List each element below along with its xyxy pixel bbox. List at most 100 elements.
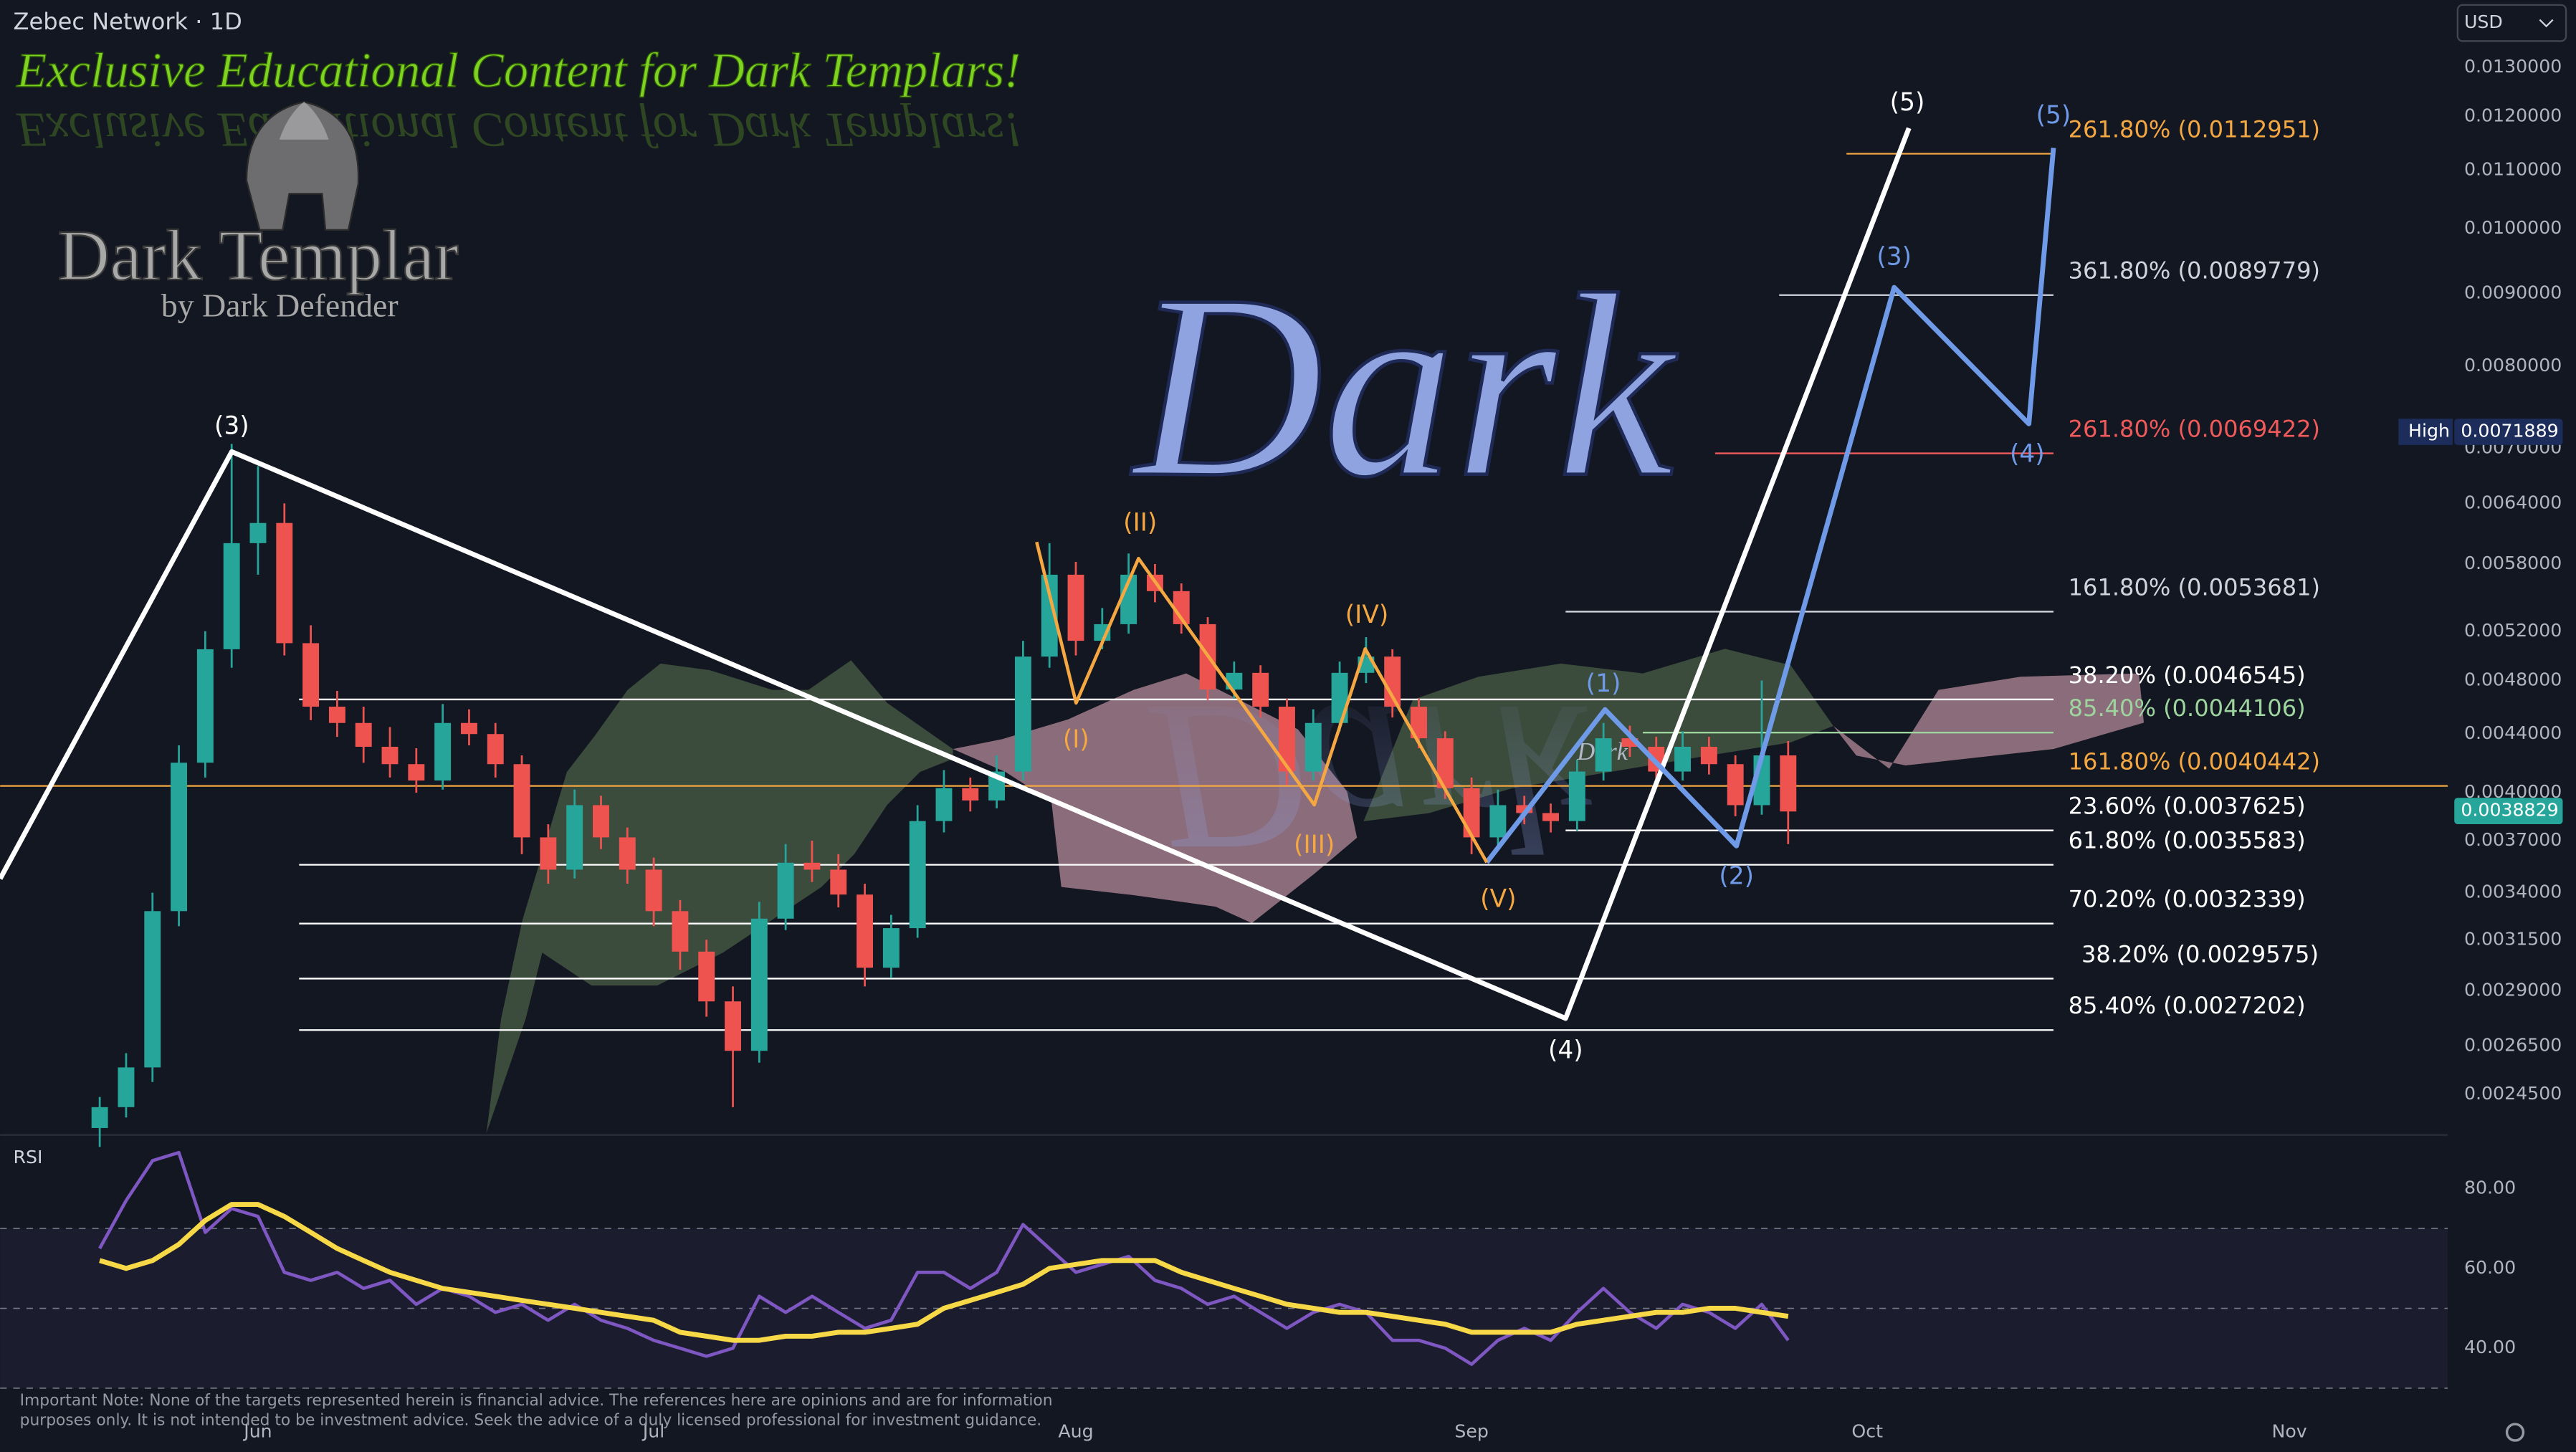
candle-body — [1568, 771, 1585, 821]
fib-label: 161.80% (0.0053681) — [2069, 573, 2320, 601]
fib-label: 85.40% (0.0027202) — [2069, 992, 2306, 1019]
candle-body — [223, 543, 240, 649]
candle-body — [619, 837, 636, 870]
candle-body — [144, 911, 161, 1068]
cloud-green — [486, 660, 953, 1134]
candle-body — [302, 643, 320, 707]
candle-body — [857, 894, 874, 968]
fib-label: 261.80% (0.0069422) — [2069, 415, 2320, 442]
currency-button[interactable] — [2456, 4, 2567, 42]
rsi-tick-label: 80.00 — [2464, 1177, 2516, 1198]
candle-body — [1384, 656, 1401, 707]
candle-body — [328, 707, 345, 723]
wave-label: (V) — [1480, 884, 1516, 913]
tag-value-box — [2454, 798, 2563, 824]
y-tick-label: 0.0052000 — [2464, 620, 2562, 641]
settings-icon[interactable] — [2505, 1423, 2525, 1442]
y-tick-label: 0.0037000 — [2464, 829, 2562, 850]
fib-label: 85.40% (0.0044106) — [2069, 694, 2306, 722]
wave-label: (1) — [1586, 669, 1621, 698]
y-tick-label: 0.0026500 — [2464, 1035, 2562, 1056]
currency-label[interactable]: USD — [2464, 11, 2503, 32]
tag-value-box — [2454, 419, 2563, 445]
candle-body — [593, 805, 609, 838]
note-line: purposes only. It is not intended to be … — [20, 1411, 1042, 1429]
cloud-green — [1363, 649, 1833, 821]
candle-body — [1304, 722, 1322, 772]
rsi-tick-label: 40.00 — [2464, 1337, 2516, 1357]
y-tick-label: 0.0080000 — [2464, 355, 2562, 376]
y-tick-label: 0.0110000 — [2464, 158, 2562, 179]
candle-body — [1621, 738, 1638, 747]
wave-line — [1484, 147, 2056, 864]
candle-body — [1173, 591, 1190, 624]
candle-body — [1463, 788, 1480, 838]
fib-label: 23.60% (0.0037625) — [2069, 793, 2306, 820]
wave-label: (III) — [1294, 831, 1335, 859]
candle-body — [540, 837, 557, 870]
candle-body — [249, 522, 267, 543]
candle-body — [91, 1107, 108, 1128]
x-tick-label: Jun — [242, 1420, 272, 1441]
wave-label: (I) — [1063, 725, 1089, 754]
symbol: Zebec Network · 1D — [14, 8, 242, 35]
fib-label: 261.80% (0.0112951) — [2069, 115, 2320, 143]
x-tick-label: Sep — [1454, 1420, 1489, 1441]
y-tick-label: 0.0120000 — [2464, 105, 2562, 126]
candle-body — [1700, 746, 1717, 765]
y-tick-label: 0.0090000 — [2464, 282, 2562, 303]
wave-label: (3) — [214, 411, 249, 440]
x-tick-label: Jul — [641, 1420, 664, 1441]
y-tick-label: 0.0064000 — [2464, 492, 2562, 512]
fib-label: 70.20% (0.0032339) — [2069, 886, 2306, 913]
wave-label: (4) — [2010, 439, 2045, 468]
candle-body — [1331, 672, 1348, 723]
candle-body — [1595, 738, 1612, 772]
candle-body — [909, 821, 926, 929]
candle-body — [698, 951, 715, 1002]
wave-label: (II) — [1123, 509, 1157, 538]
note-line: Important Note: None of the targets repr… — [20, 1392, 1053, 1410]
candle-body — [1516, 805, 1533, 813]
candle-body — [408, 764, 425, 781]
rsi-title: RSI — [14, 1147, 43, 1167]
rsi-line — [98, 1150, 1790, 1366]
candle-body — [672, 911, 689, 952]
wave-label: (IV) — [1345, 601, 1388, 629]
candle-body — [566, 805, 583, 870]
wave-label: (4) — [1548, 1036, 1583, 1064]
banner-reflection: Exclusive Educational Content for Dark T… — [16, 102, 1021, 157]
candle-body — [118, 1067, 135, 1107]
candle-body — [171, 763, 188, 912]
candle-body — [196, 649, 214, 763]
y-tick-label: 0.0024500 — [2464, 1083, 2562, 1104]
wave-line — [0, 127, 1912, 1021]
tag-value: 0.0071889 — [2461, 421, 2558, 441]
candle-body — [513, 764, 530, 838]
candle-body — [1436, 738, 1454, 788]
candle-body — [1674, 746, 1692, 772]
y-tick-label: 0.0044000 — [2464, 722, 2562, 743]
candle-body — [962, 788, 979, 801]
y-tick-label: 0.0130000 — [2464, 56, 2562, 77]
cloud-red — [953, 673, 1358, 924]
rsi-line — [99, 1202, 1789, 1343]
wave-label: (3) — [1876, 242, 1912, 271]
candle-body — [1411, 707, 1427, 739]
fib-label: 161.80% (0.0040442) — [2069, 748, 2320, 775]
candle-body — [935, 788, 953, 821]
candle-body — [381, 746, 399, 765]
tag-name-box — [2398, 419, 2453, 445]
candle-body — [460, 722, 477, 735]
wave-label: (5) — [1890, 88, 1925, 117]
y-tick-label: 0.0034000 — [2464, 882, 2562, 902]
tag-name: High — [2408, 421, 2450, 441]
y-tick-label: 0.0058000 — [2464, 553, 2562, 573]
candle-body — [777, 862, 794, 919]
watermark: Dark — [1130, 241, 1680, 532]
x-tick-label: Oct — [1851, 1420, 1883, 1441]
x-tick-label: Nov — [2272, 1420, 2307, 1441]
y-tick-label: 0.0100000 — [2464, 217, 2562, 238]
candle-body — [725, 1001, 741, 1051]
